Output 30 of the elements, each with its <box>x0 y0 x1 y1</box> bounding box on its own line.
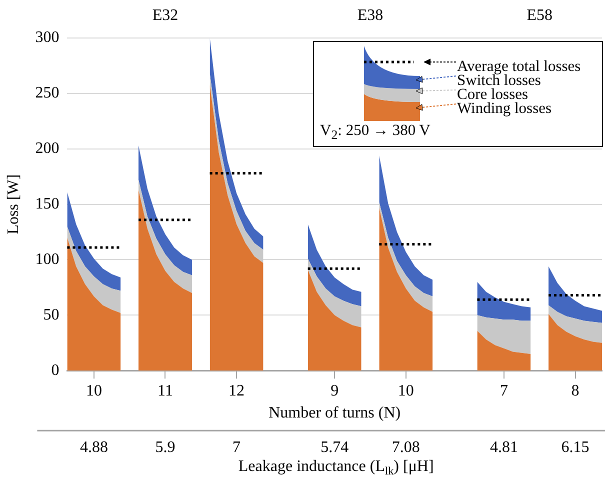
legend-label: Winding losses <box>457 100 552 117</box>
text: E38 <box>357 7 384 24</box>
x-tick-label: 10 <box>86 382 102 400</box>
x-tick-label: 9 <box>330 382 339 400</box>
x-tick-label: 8 <box>571 382 580 400</box>
text: E32 <box>152 7 178 24</box>
text: 7.08 <box>392 438 420 456</box>
x-tick-label: 12 <box>228 382 245 400</box>
y-tick-label: 250 <box>35 84 60 102</box>
text: 7 <box>232 438 241 456</box>
text: 5.74 <box>320 438 349 456</box>
legend-label: Core losses <box>457 86 528 103</box>
x-axis-title: Number of turns (N) <box>268 404 401 422</box>
text: 6.15 <box>561 438 590 456</box>
y-tick-label: 0 <box>51 362 60 379</box>
text: 4.88 <box>80 438 108 456</box>
x-tick-label: 10 <box>398 382 414 400</box>
text: E58 <box>526 7 552 24</box>
x-tick-label: 7 <box>500 382 508 400</box>
text: 4.81 <box>490 438 518 456</box>
text: 5.9 <box>155 438 176 456</box>
y-tick-label: 200 <box>35 140 60 158</box>
legend-label: Average total losses <box>457 58 581 75</box>
annotation: V$_{2}$: 250 → 380 V <box>320 122 430 144</box>
x-tick-label: 11 <box>158 382 173 400</box>
y-tick-label: 50 <box>43 306 60 324</box>
y-tick-label: 100 <box>35 250 60 268</box>
y-tick-label: 300 <box>35 29 60 46</box>
y-axis-title: Loss [W] <box>4 174 22 234</box>
y-tick-label: 150 <box>35 196 60 213</box>
